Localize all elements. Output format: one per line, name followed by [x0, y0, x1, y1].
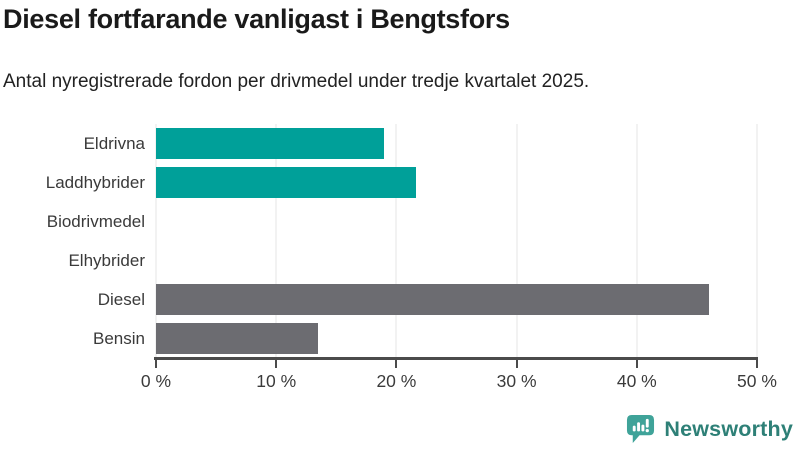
category-label: Elhybrider [68, 251, 145, 270]
gridline [275, 124, 277, 358]
axis-tick [635, 360, 638, 368]
x-axis-line [154, 357, 758, 360]
bar-track [156, 124, 757, 163]
category-label: Eldrivna [83, 134, 145, 153]
newsworthy-wordmark: Newsworthy [664, 417, 793, 441]
axis-tick-label: 40 % [616, 371, 657, 391]
axis-tick [275, 360, 278, 368]
bar-track [156, 319, 757, 358]
x-axis-ticks [155, 124, 758, 370]
axis-tick-label: 0 % [140, 371, 172, 391]
category-label: Diesel [97, 290, 145, 309]
axis-tick [395, 360, 398, 368]
bar-chart: Eldrivna Laddhybrider Biodrivmedel Elhybrid… [0, 124, 777, 391]
axis-tick [756, 360, 758, 368]
bar [156, 284, 709, 315]
category-label: Biodrivmedel [46, 212, 145, 231]
x-axis-tick-labels: 0 % 10 % 20 % 30 % 40 % 50 % [141, 124, 777, 394]
gridline [395, 124, 397, 358]
bar [156, 128, 385, 159]
axis-tick-label: 20 % [376, 371, 417, 391]
gridline [516, 124, 518, 358]
bar-track [156, 163, 757, 202]
axis-tick [515, 360, 518, 368]
chart-row: Elhybrider [0, 241, 757, 280]
category-label: Bensin [93, 329, 145, 348]
bar [156, 323, 319, 354]
axis-tick-label: 50 % [737, 371, 777, 391]
bar [156, 167, 416, 198]
gridlines [155, 124, 758, 358]
chart-row: Laddhybrider [0, 163, 757, 202]
chart-row: Diesel [0, 280, 757, 319]
category-label: Laddhybrider [45, 173, 145, 192]
gridline [756, 124, 758, 358]
logo-bubble [627, 415, 655, 444]
chart-row: Eldrivna [0, 124, 757, 163]
newsworthy-logo: Newsworthy [626, 414, 793, 445]
axis-tick-label: 30 % [496, 371, 537, 391]
axis-tick [155, 360, 157, 368]
chart-title: Diesel fortfarande vanligast i Bengtsfor… [3, 4, 510, 34]
bar-track [156, 280, 757, 319]
chart-rows: Eldrivna Laddhybrider Biodrivmedel Elhybrid… [0, 124, 757, 358]
chart-subtitle: Antal nyregistrerade fordon per drivmede… [3, 71, 590, 92]
bar-chart-speech-bubble-icon [627, 415, 655, 444]
gridline [155, 124, 157, 358]
chart-row: Biodrivmedel [0, 202, 757, 241]
gridline [636, 124, 638, 358]
chart-row: Bensin [0, 319, 757, 358]
axis-tick-label: 10 % [256, 371, 297, 391]
